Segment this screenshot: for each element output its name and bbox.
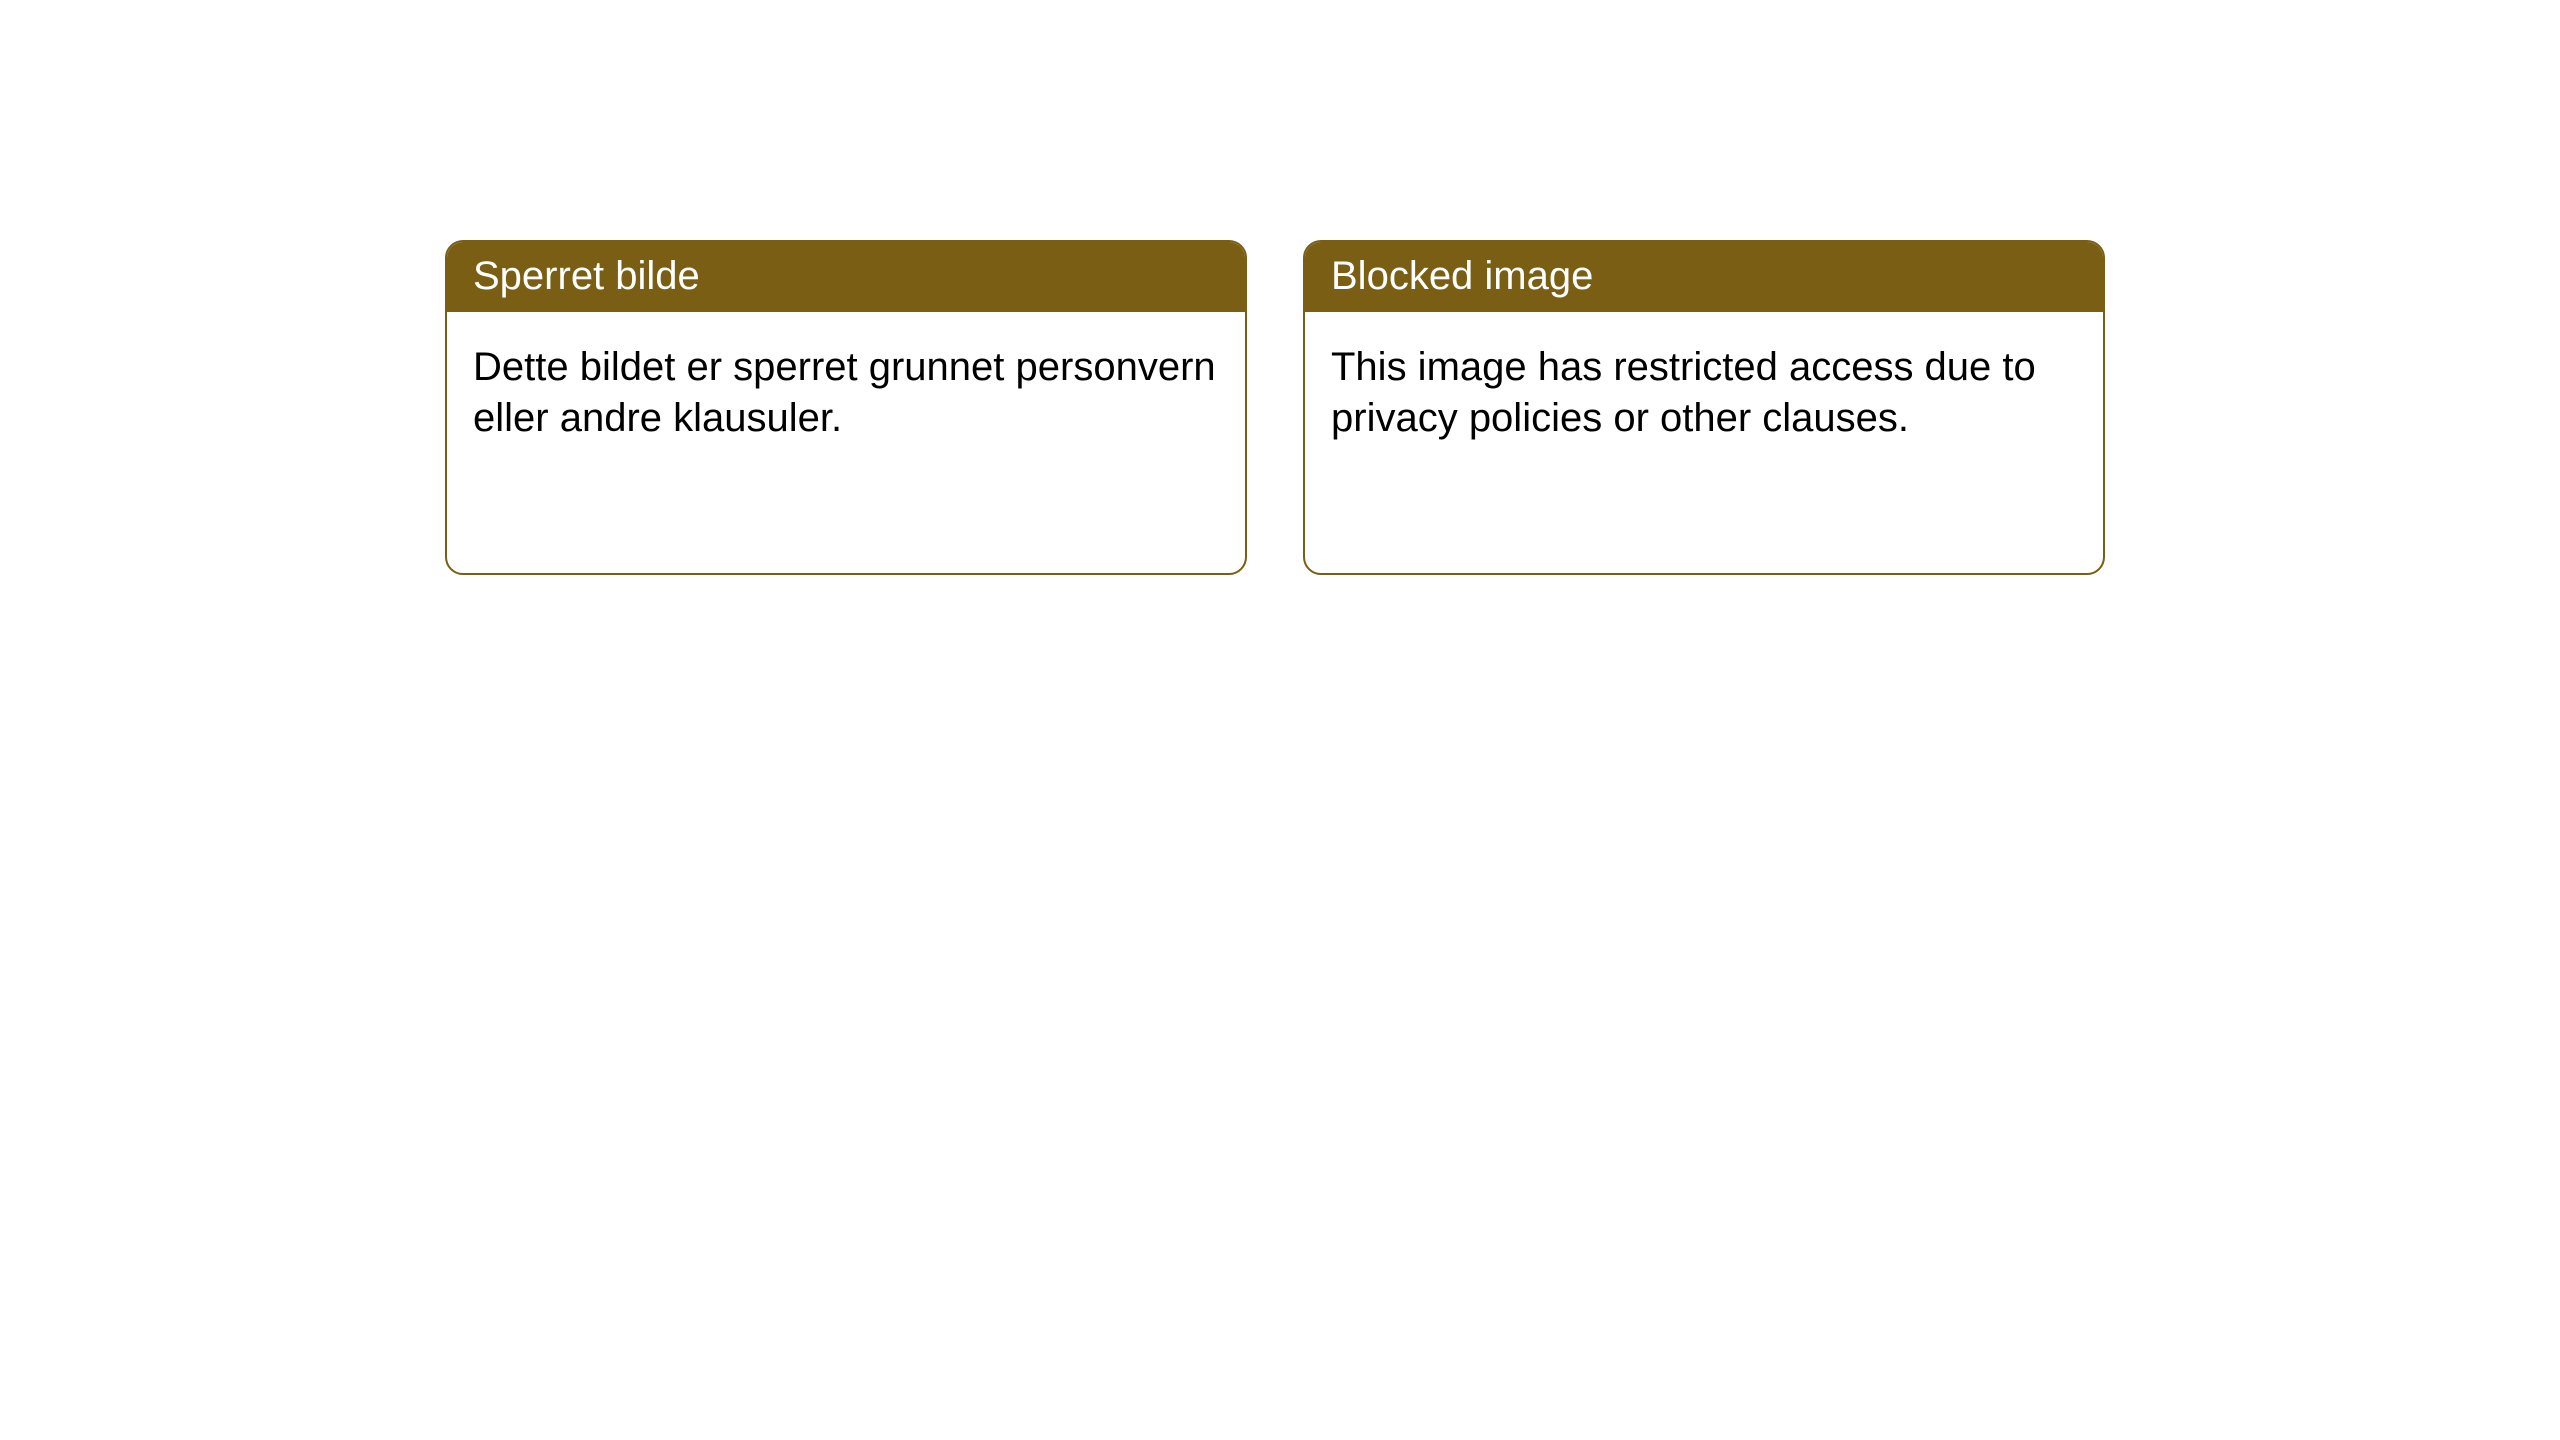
card-body-text: Dette bildet er sperret grunnet personve… xyxy=(447,312,1245,474)
card-title: Sperret bilde xyxy=(447,242,1245,312)
card-title: Blocked image xyxy=(1305,242,2103,312)
card-body-text: This image has restricted access due to … xyxy=(1305,312,2103,474)
blocked-image-card-no: Sperret bilde Dette bildet er sperret gr… xyxy=(445,240,1247,575)
card-row: Sperret bilde Dette bildet er sperret gr… xyxy=(0,0,2560,575)
blocked-image-card-en: Blocked image This image has restricted … xyxy=(1303,240,2105,575)
